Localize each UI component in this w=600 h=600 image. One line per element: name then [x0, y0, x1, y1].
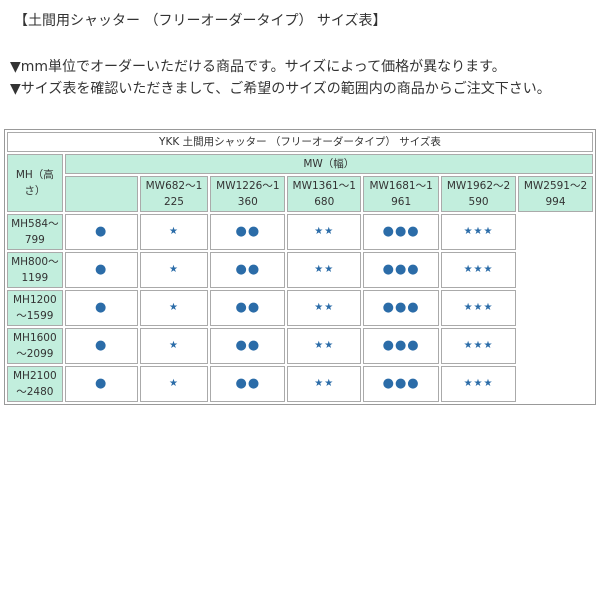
- row-header: MH1600～2099: [7, 328, 63, 364]
- size-cell: ★: [139, 252, 209, 288]
- table-row: MH1600～2099 ● ★ ●● ★★ ●●● ★★★: [7, 328, 593, 364]
- size-cell: ★★★: [441, 214, 516, 250]
- size-cell: ●●●: [363, 214, 440, 250]
- mh-header: MH（高さ）: [7, 154, 63, 212]
- size-cell: ★: [139, 366, 209, 402]
- notes: ▼mm単位でオーダーいただける商品です。サイズによって価格が異なります。 ▼サイ…: [10, 56, 551, 100]
- size-cell: ★: [139, 328, 209, 364]
- size-cell: ●●: [210, 328, 286, 364]
- size-cell: ●: [64, 328, 138, 364]
- column-header: MW682～1225: [139, 176, 209, 212]
- size-cell: ★★: [287, 328, 362, 364]
- row-header: MH1200～1599: [7, 290, 63, 326]
- size-cell: ★★★: [441, 366, 516, 402]
- table-title: YKK 土間用シャッター （フリーオーダータイプ） サイズ表: [7, 132, 593, 152]
- size-cell: ●●●: [363, 328, 440, 364]
- corner-cell: [64, 176, 138, 212]
- size-cell: ★★: [287, 366, 362, 402]
- size-cell: ●: [64, 214, 138, 250]
- table-row: MH1200～1599 ● ★ ●● ★★ ●●● ★★★: [7, 290, 593, 326]
- size-cell: ●●●: [363, 290, 440, 326]
- size-table: YKK 土間用シャッター （フリーオーダータイプ） サイズ表 MH（高さ） MW…: [4, 129, 596, 405]
- table-row: MH584～799 ● ★ ●● ★★ ●●● ★★★: [7, 214, 593, 250]
- row-header: MH584～799: [7, 214, 63, 250]
- size-cell: ★★★: [441, 290, 516, 326]
- size-cell: ●: [64, 252, 138, 288]
- size-cell: ●●: [210, 214, 286, 250]
- mw-header: MW（幅）: [64, 154, 593, 174]
- table-row: MH800～1199 ● ★ ●● ★★ ●●● ★★★: [7, 252, 593, 288]
- note: ▼mm単位でオーダーいただける商品です。サイズによって価格が異なります。: [10, 59, 506, 75]
- column-header: MW1962～2590: [441, 176, 516, 212]
- size-cell: ★★: [287, 252, 362, 288]
- size-cell: ★: [139, 290, 209, 326]
- size-cell: ●●●: [363, 366, 440, 402]
- column-header: MW1681～1961: [363, 176, 440, 212]
- size-cell: ★: [139, 214, 209, 250]
- table-row: MH2100～2480 ● ★ ●● ★★ ●●● ★★★: [7, 366, 593, 402]
- size-cell: ★★: [287, 290, 362, 326]
- size-cell: ★★★: [441, 252, 516, 288]
- size-cell: ●: [64, 366, 138, 402]
- size-cell: ★★★: [441, 328, 516, 364]
- size-cell: ●●: [210, 290, 286, 326]
- note: ▼サイズ表を確認いただきまして、ご希望のサイズの範囲内の商品からご注文下さい。: [10, 81, 551, 97]
- column-header: MW1361～1680: [287, 176, 362, 212]
- size-cell: ●: [64, 290, 138, 326]
- size-cell: ●●●: [363, 252, 440, 288]
- size-cell: ●●: [210, 252, 286, 288]
- column-header: MW1226～1360: [210, 176, 286, 212]
- size-cell: ●●: [210, 366, 286, 402]
- size-cell: ★★: [287, 214, 362, 250]
- column-header: MW2591～2994: [518, 176, 593, 212]
- page-heading: 【土間用シャッター （フリーオーダータイプ） サイズ表】: [14, 13, 387, 29]
- row-header: MH800～1199: [7, 252, 63, 288]
- row-header: MH2100～2480: [7, 366, 63, 402]
